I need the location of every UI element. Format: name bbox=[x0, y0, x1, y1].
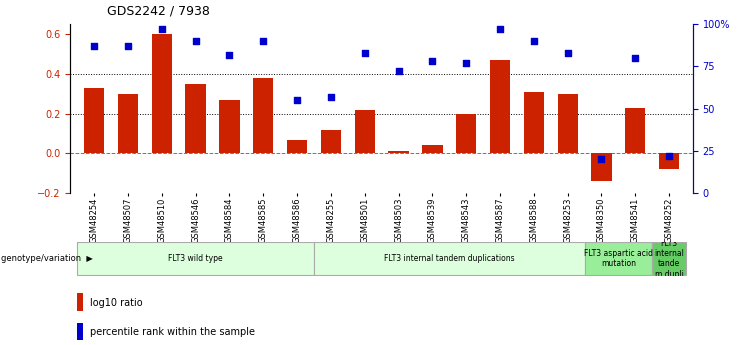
Bar bbox=[314, 242, 585, 275]
Point bbox=[494, 27, 506, 32]
Point bbox=[393, 69, 405, 74]
Text: log10 ratio: log10 ratio bbox=[90, 298, 142, 308]
Bar bbox=[84, 88, 104, 154]
Point bbox=[257, 38, 269, 44]
Bar bbox=[287, 139, 308, 154]
Bar bbox=[76, 293, 83, 311]
Point bbox=[325, 94, 337, 100]
Bar bbox=[625, 108, 645, 154]
Point bbox=[88, 43, 100, 49]
Point bbox=[426, 59, 438, 64]
Bar bbox=[652, 242, 686, 275]
Point bbox=[663, 153, 675, 159]
Bar bbox=[76, 323, 83, 340]
Bar bbox=[77, 242, 314, 275]
Point bbox=[528, 38, 539, 44]
Point bbox=[122, 43, 134, 49]
Point bbox=[460, 60, 472, 66]
Bar bbox=[585, 242, 652, 275]
Point bbox=[359, 50, 370, 56]
Text: GDS2242 / 7938: GDS2242 / 7938 bbox=[107, 4, 210, 17]
Bar bbox=[388, 151, 409, 154]
Text: FLT3 internal tandem duplications: FLT3 internal tandem duplications bbox=[384, 254, 514, 263]
Text: genotype/variation  ▶: genotype/variation ▶ bbox=[1, 254, 93, 263]
Bar bbox=[354, 110, 375, 154]
Point bbox=[190, 38, 202, 44]
Bar bbox=[185, 84, 206, 154]
Bar bbox=[591, 154, 611, 181]
Point bbox=[596, 157, 608, 162]
Bar bbox=[524, 92, 544, 154]
Bar bbox=[219, 100, 239, 154]
Point bbox=[629, 55, 641, 61]
Bar bbox=[253, 78, 273, 154]
Bar bbox=[659, 154, 679, 169]
Point bbox=[291, 97, 303, 103]
Text: FLT3 aspartic acid
mutation: FLT3 aspartic acid mutation bbox=[584, 249, 653, 268]
Point bbox=[562, 50, 574, 56]
Bar bbox=[152, 34, 172, 154]
Text: percentile rank within the sample: percentile rank within the sample bbox=[90, 327, 255, 337]
Bar bbox=[456, 114, 476, 154]
Text: FLT3 wild type: FLT3 wild type bbox=[168, 254, 223, 263]
Text: FLT3
internal
tande
m dupli: FLT3 internal tande m dupli bbox=[654, 239, 684, 279]
Bar bbox=[422, 146, 442, 154]
Bar bbox=[490, 60, 510, 154]
Bar bbox=[118, 94, 138, 154]
Point bbox=[156, 27, 167, 32]
Point bbox=[224, 52, 236, 57]
Bar bbox=[557, 94, 578, 154]
Bar bbox=[321, 130, 341, 154]
